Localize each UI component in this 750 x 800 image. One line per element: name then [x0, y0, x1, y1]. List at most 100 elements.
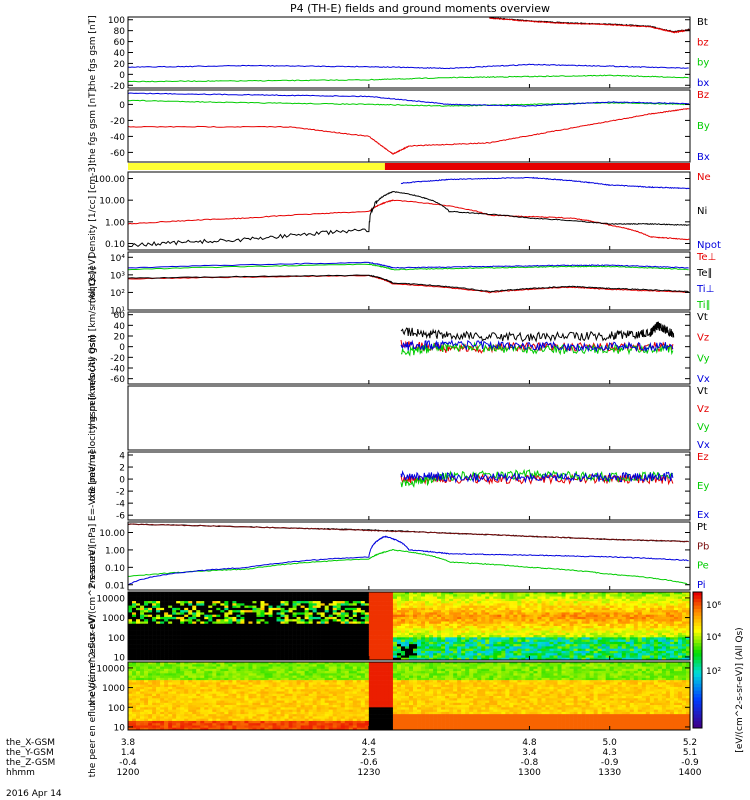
- heatmap-cell: [400, 607, 406, 611]
- heatmap-cell: [653, 596, 659, 600]
- heatmap-cell: [601, 635, 606, 638]
- heatmap-cell: [336, 657, 342, 661]
- heatmap-cell: [497, 614, 502, 618]
- heatmap-cell: [513, 605, 518, 609]
- heatmap-cell: [509, 632, 514, 636]
- heatmap-cell: [128, 632, 133, 636]
- heatmap-cell: [164, 639, 169, 643]
- heatmap-cell: [501, 605, 506, 609]
- heatmap-cell: [300, 621, 305, 625]
- heatmap-cell: [549, 657, 554, 661]
- heatmap-cell: [645, 632, 651, 636]
- heatmap-cell: [404, 646, 410, 649]
- heatmap-cell: [633, 621, 639, 625]
- heatmap-cell: [300, 630, 305, 634]
- heatmap-cell: [445, 655, 450, 659]
- heatmap-cell: [469, 592, 474, 595]
- heatmap-cell: [260, 621, 265, 625]
- heatmap-cell: [280, 603, 285, 606]
- heatmap-cell: [609, 644, 615, 647]
- heatmap-cell: [196, 668, 201, 672]
- heatmap-cell: [557, 655, 562, 659]
- heatmap-cell: [449, 603, 454, 606]
- heatmap-cell: [669, 635, 675, 638]
- heatmap-cell: [509, 639, 514, 643]
- heatmap-cell: [156, 723, 161, 726]
- heatmap-cell: [336, 644, 342, 647]
- heatmap-cell: [144, 673, 149, 676]
- heatmap-cell: [641, 605, 647, 609]
- heatmap-cell: [164, 623, 169, 627]
- heatmap-cell: [473, 628, 478, 631]
- heatmap-cell: [216, 657, 221, 661]
- heatmap-cell: [332, 607, 338, 611]
- heatmap-cell: [525, 610, 530, 613]
- heatmap-cell: [529, 594, 534, 597]
- heatmap-cell: [505, 612, 510, 615]
- heatmap-cell: [585, 594, 590, 597]
- heatmap-cell: [601, 655, 606, 659]
- heatmap-cell: [593, 616, 598, 620]
- heatmap-cell: [128, 698, 133, 701]
- heatmap-cell: [665, 650, 671, 654]
- heatmap-cell: [557, 598, 562, 602]
- heatmap-cell: [128, 610, 133, 613]
- heatmap-cell: [152, 680, 157, 683]
- heatmap-cell: [513, 621, 518, 625]
- heatmap-cell: [473, 639, 478, 643]
- heatmap-cell: [288, 616, 293, 620]
- heatmap-cell: [497, 639, 502, 643]
- heatmap-cell: [409, 639, 414, 643]
- heatmap-cell: [445, 592, 450, 595]
- heatmap-cell: [493, 616, 498, 620]
- heatmap-cell: [140, 675, 145, 679]
- heatmap-cell: [529, 614, 534, 618]
- heatmap-cell: [505, 655, 510, 659]
- heatmap-cell: [252, 621, 257, 625]
- heatmap-cell: [340, 628, 346, 631]
- heatmap-cell: [184, 673, 189, 676]
- panel-6: thе peer velocity gsm [km/s (All Qs)] VtV…: [88, 335, 710, 500]
- heatmap-cell: [509, 601, 514, 604]
- heatmap-cell: [340, 612, 346, 615]
- heatmap-cell: [449, 641, 454, 645]
- heatmap-cell: [176, 716, 181, 719]
- heatmap-cell: [641, 657, 647, 661]
- heatmap-cell: [629, 626, 635, 629]
- heatmap-cell: [220, 596, 225, 600]
- heatmap-cell: [537, 594, 542, 597]
- heatmap-cell: [601, 637, 606, 640]
- heatmap-cell: [593, 610, 598, 613]
- heatmap-cell: [156, 610, 161, 613]
- heatmap-cell: [565, 644, 570, 647]
- heatmap-cell: [413, 619, 418, 622]
- heatmap-cell: [384, 637, 390, 640]
- heatmap-cell: [400, 612, 406, 615]
- heatmap-cell: [184, 605, 189, 609]
- heatmap-cell: [284, 648, 289, 652]
- heatmap-cell: [192, 655, 197, 659]
- heatmap-cell: [473, 626, 478, 629]
- heatmap-cell: [192, 614, 197, 618]
- heatmap-cell: [172, 686, 177, 690]
- heatmap-cell: [384, 614, 390, 618]
- heatmap-cell: [140, 639, 145, 643]
- heatmap-cell: [493, 619, 498, 622]
- heatmap-cell: [136, 671, 141, 674]
- heatmap-cell: [601, 592, 606, 595]
- heatmap-cell: [577, 603, 582, 606]
- heatmap-cell: [609, 603, 615, 606]
- heatmap-cell: [433, 650, 438, 654]
- heatmap-cell: [212, 616, 217, 620]
- series-line-4-2: [127, 274, 689, 293]
- heatmap-cell: [368, 655, 374, 659]
- heatmap-cell: [637, 630, 643, 634]
- heatmap-cell: [128, 644, 133, 647]
- heatmap-cell: [469, 594, 474, 597]
- heatmap-cell: [132, 635, 137, 638]
- heatmap-cell: [304, 641, 309, 645]
- heatmap-cell: [180, 718, 185, 722]
- heatmap-cell: [236, 657, 241, 661]
- heatmap-cell: [585, 644, 590, 647]
- heatmap-cell: [457, 650, 462, 654]
